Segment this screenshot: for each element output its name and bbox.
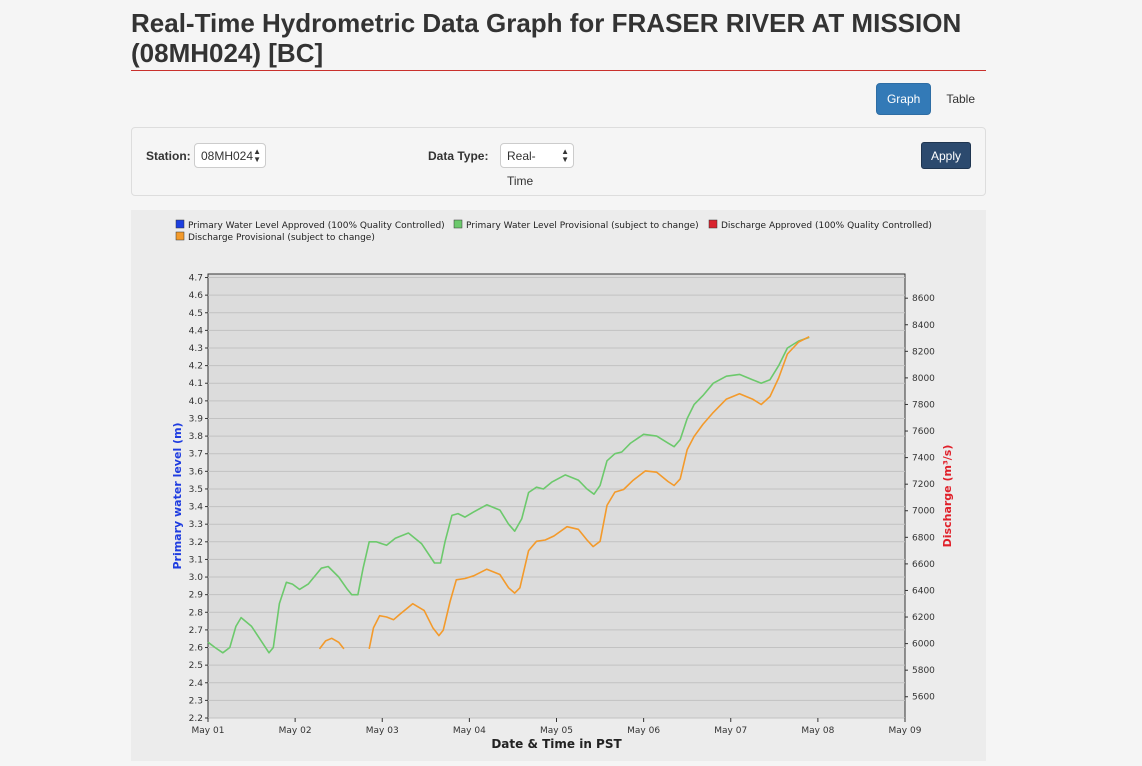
left-tick-label: 2.2 (189, 714, 203, 724)
left-tick-label: 4.6 (189, 291, 204, 301)
right-tick-label: 7200 (912, 480, 935, 490)
legend-label: Discharge Provisional (subject to change… (188, 233, 375, 243)
select-arrows-icon: ▲ ▼ (253, 146, 261, 164)
left-tick-label: 3.7 (189, 450, 203, 460)
station-label: Station: (146, 149, 191, 163)
right-tick-label: 8600 (912, 294, 935, 304)
x-tick-label: May 06 (627, 726, 660, 736)
left-tick-label: 3.3 (189, 520, 203, 530)
left-tick-label: 4.2 (189, 362, 203, 372)
right-tick-label: 7400 (912, 454, 935, 464)
x-tick-label: May 05 (540, 726, 573, 736)
left-tick-label: 2.4 (189, 679, 204, 689)
filter-panel: Station: 08MH024 ▲ ▼ Data Type: Real-Time… (131, 127, 986, 196)
left-tick-label: 3.4 (189, 503, 204, 513)
data-type-label: Data Type: (428, 149, 489, 163)
left-tick-label: 4.5 (189, 309, 203, 319)
title-divider (131, 70, 986, 71)
station-select-value: 08MH024 (201, 149, 254, 163)
data-type-select-value: Real-Time (507, 149, 536, 188)
right-tick-label: 6400 (912, 586, 935, 596)
right-tick-label: 8400 (912, 321, 935, 331)
left-tick-label: 3.5 (189, 485, 203, 495)
legend-swatch (175, 231, 185, 241)
right-axis-title: Discharge (m³/s) (941, 445, 954, 548)
left-tick-label: 2.6 (189, 644, 204, 654)
discharge-provisional-line (318, 637, 345, 650)
legend-label: Primary Water Level Approved (100% Quali… (188, 221, 445, 231)
right-tick-label: 8200 (912, 347, 935, 357)
left-tick-label: 3.8 (189, 432, 204, 442)
page-title: Real-Time Hydrometric Data Graph for FRA… (131, 8, 962, 68)
table-view-button[interactable]: Table (935, 83, 986, 115)
left-tick-label: 3.1 (189, 555, 203, 565)
water-level-provisional-line (207, 336, 810, 654)
left-tick-label: 3.2 (189, 538, 203, 548)
legend-label: Discharge Approved (100% Quality Control… (721, 221, 932, 231)
discharge-provisional-line (368, 335, 810, 650)
x-tick-label: May 09 (889, 726, 922, 736)
left-tick-label: 4.7 (189, 274, 203, 284)
left-tick-label: 2.3 (189, 696, 203, 706)
x-tick-label: May 07 (714, 726, 747, 736)
legend-swatch (175, 219, 185, 229)
left-tick-label: 3.0 (189, 573, 204, 583)
right-tick-label: 6200 (912, 613, 935, 623)
right-tick-label: 6000 (912, 640, 935, 650)
left-tick-label: 2.7 (189, 626, 203, 636)
graph-view-button[interactable]: Graph (875, 83, 932, 115)
x-tick-label: May 02 (279, 726, 312, 736)
right-tick-label: 5600 (912, 693, 935, 703)
right-tick-label: 7600 (912, 427, 935, 437)
right-tick-label: 7000 (912, 507, 935, 517)
left-tick-label: 2.9 (189, 591, 204, 601)
left-tick-label: 3.6 (189, 467, 204, 477)
hydrometric-chart: 2.2 2.3 2.4 2.5 2.6 2.7 2.8 2.9 3.0 3.1 3.2 3.3 3.4 3… (171, 219, 954, 751)
right-tick-label: 5800 (912, 666, 935, 676)
right-tick-label: 6600 (912, 560, 935, 570)
left-tick-label: 2.5 (189, 661, 203, 671)
left-axis-title: Primary water level (m) (171, 422, 184, 569)
chart-panel: 2.2 2.3 2.4 2.5 2.6 2.7 2.8 2.9 3.0 3.1 3.2 3.3 3.4 3… (131, 210, 986, 761)
view-toggle: Graph Table (875, 83, 986, 115)
select-arrows-icon: ▲ ▼ (561, 146, 569, 164)
right-tick-label: 7800 (912, 400, 935, 410)
data-type-select[interactable]: Real-Time ▲ ▼ (500, 143, 574, 188)
left-tick-label: 2.8 (189, 608, 204, 618)
left-tick-label: 3.9 (189, 414, 204, 424)
station-select[interactable]: 08MH024 ▲ ▼ (194, 143, 266, 168)
x-tick-label: May 04 (453, 726, 486, 736)
right-tick-label: 6800 (912, 533, 935, 543)
legend-swatch (453, 219, 463, 229)
left-tick-label: 4.0 (189, 397, 204, 407)
x-tick-label: May 08 (801, 726, 834, 736)
left-tick-label: 4.3 (189, 344, 203, 354)
left-tick-label: 4.1 (189, 379, 203, 389)
legend-label: Primary Water Level Provisional (subject… (466, 221, 699, 231)
legend-swatch (708, 219, 718, 229)
x-tick-label: May 03 (366, 726, 399, 736)
x-tick-label: May 01 (192, 726, 225, 736)
right-tick-label: 8000 (912, 374, 935, 384)
x-axis-title: Date & Time in PST (491, 737, 622, 751)
apply-button[interactable]: Apply (921, 142, 971, 169)
left-tick-label: 4.4 (189, 326, 204, 336)
